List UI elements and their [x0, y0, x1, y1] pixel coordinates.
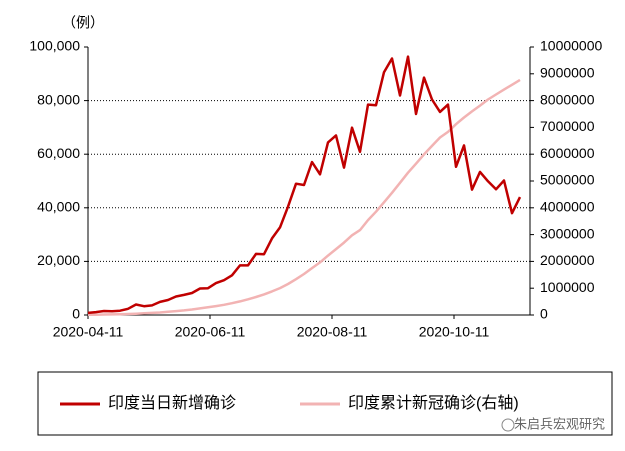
y2-tick-label: 9000000 — [540, 65, 595, 81]
y-tick-label: 0 — [72, 306, 80, 322]
unit-label: （例） — [62, 15, 104, 31]
y-tick-label: 40,000 — [37, 199, 80, 215]
y2-tick-label: 1000000 — [540, 279, 595, 295]
y-tick-label: 60,000 — [37, 145, 80, 161]
x-tick-label: 2020-10-11 — [419, 324, 490, 340]
legend-label: 印度当日新增确诊 — [108, 394, 236, 412]
watermark-icon — [501, 418, 515, 432]
y-tick-label: 100,000 — [29, 38, 80, 54]
watermark: 朱启兵宏观研究 — [514, 416, 605, 431]
series-line — [87, 78, 521, 317]
y2-tick-label: 8000000 — [540, 91, 595, 107]
y-tick-label: 80,000 — [37, 91, 80, 107]
y-tick-label: 20,000 — [37, 252, 80, 268]
y2-tick-label: 7000000 — [540, 118, 595, 134]
x-tick-label: 2020-04-11 — [53, 324, 124, 340]
legend-box — [37, 371, 613, 436]
x-tick-label: 2020-08-11 — [297, 324, 368, 340]
y2-tick-label: 0 — [540, 306, 548, 322]
y2-tick-label: 5000000 — [540, 172, 595, 188]
y2-tick-label: 10000000 — [540, 38, 603, 54]
y2-tick-label: 6000000 — [540, 145, 595, 161]
legend-label: 印度累计新冠确诊(右轴) — [348, 394, 519, 412]
y2-tick-label: 3000000 — [540, 225, 595, 241]
y2-tick-label: 4000000 — [540, 199, 595, 215]
series-line — [87, 55, 522, 315]
y2-tick-label: 2000000 — [540, 252, 595, 268]
x-tick-label: 2020-06-11 — [175, 324, 246, 340]
